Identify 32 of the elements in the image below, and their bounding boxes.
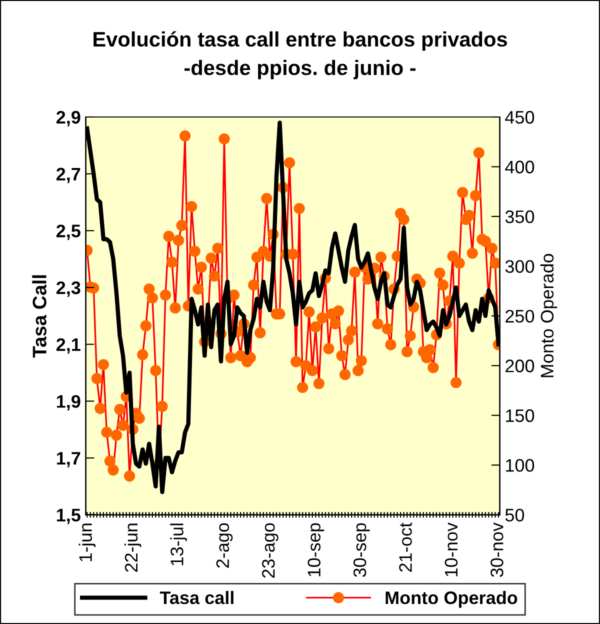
y2-tick-label: 150 bbox=[506, 409, 534, 422]
y2-tick-label: 350 bbox=[505, 210, 534, 224]
y2-tick-label: 200 bbox=[506, 360, 534, 372]
y-tick-label: 2,1 bbox=[56, 338, 80, 354]
y2-tick-label: 300 bbox=[505, 260, 534, 273]
legend-label: Tasa call bbox=[160, 590, 234, 604]
y-tick-label: 2,3 bbox=[56, 281, 80, 297]
y2-axis-title: Monto Operado bbox=[540, 254, 558, 378]
y2-tick-label: 450 bbox=[505, 110, 534, 124]
x-tick-label: 22-jun bbox=[124, 524, 142, 572]
x-tick-label: 10-sep bbox=[308, 523, 324, 576]
y-axis-title: Tasa Call bbox=[32, 275, 46, 358]
y-tick-label: 2,9 bbox=[56, 110, 80, 126]
y-tick-label: 2,5 bbox=[56, 224, 80, 240]
y-tick-label: 1,9 bbox=[56, 395, 80, 410]
y2-tick-label: 100 bbox=[506, 459, 534, 472]
x-tick-label: 13-jul bbox=[170, 524, 187, 566]
x-tick-label: 2-ago bbox=[216, 523, 233, 568]
x-tick-label: 21-oct bbox=[399, 522, 412, 572]
x-tick-label: 10-nov bbox=[444, 522, 458, 576]
x-tick-label: 30-nov bbox=[490, 522, 504, 577]
legend-label: Monto Operado bbox=[386, 590, 518, 608]
x-tick-label: 30-sep bbox=[353, 523, 370, 577]
y-tick-label: 2,7 bbox=[56, 168, 80, 184]
y-tick-label: 1,7 bbox=[56, 452, 80, 468]
y-tick-label: 1,5 bbox=[56, 508, 80, 524]
y2-tick-label: 250 bbox=[506, 310, 534, 323]
y2-tick-label: 400 bbox=[505, 160, 534, 174]
x-tick-label: 1-jun bbox=[78, 524, 96, 562]
x-tick-label: 23-ago bbox=[262, 523, 278, 578]
chart-title: Evolución tasa call entre bancos privados -desde ppios. de junio - bbox=[94, 31, 507, 80]
y2-tick-label: 50 bbox=[505, 508, 524, 522]
